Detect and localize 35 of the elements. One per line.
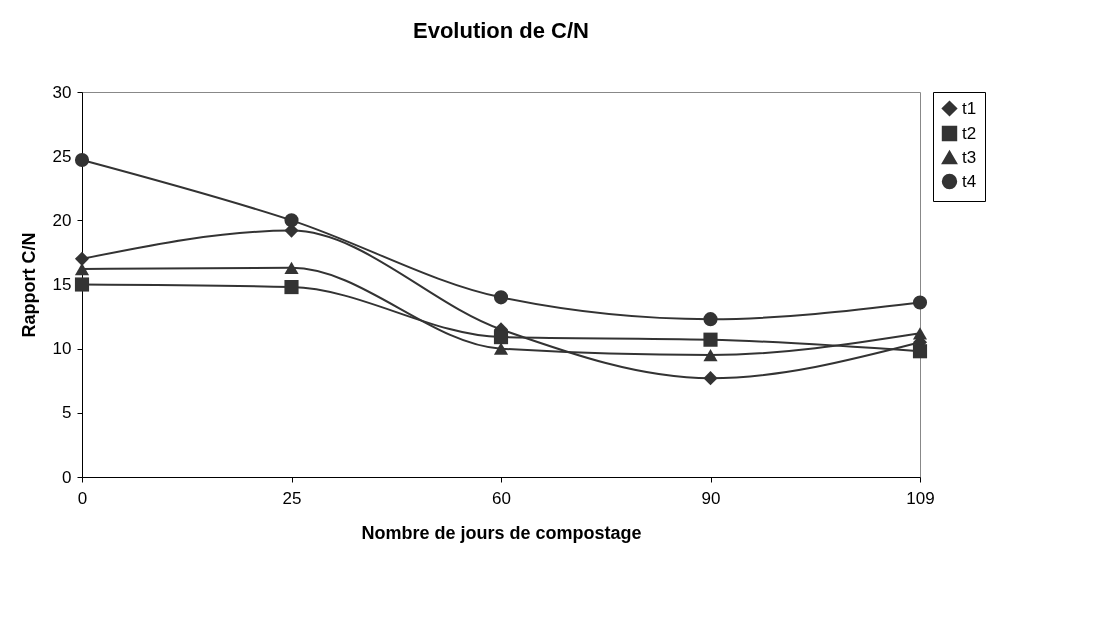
point: [912, 327, 928, 340]
point: [284, 213, 299, 228]
point: [284, 261, 299, 274]
point: [284, 280, 299, 295]
legend-label: t4: [962, 171, 977, 191]
point: [74, 251, 90, 266]
point: [493, 330, 509, 345]
point: [912, 295, 928, 310]
point: [493, 290, 509, 305]
x-tick-label: 90: [701, 488, 721, 508]
x-tick-label: 60: [492, 488, 511, 508]
point: [74, 152, 90, 168]
y-tick-label: 25: [52, 146, 72, 166]
x-tick-label: 109: [906, 488, 935, 508]
legend-label: t3: [962, 147, 977, 167]
point: [703, 348, 718, 362]
x-tick-label: 25: [282, 488, 302, 508]
point: [912, 344, 928, 359]
legend-label: t1: [962, 98, 977, 118]
y-axis-title: Rapport C/N: [18, 232, 39, 338]
legend-label: t2: [962, 123, 977, 143]
y-tick-label: 20: [52, 210, 72, 230]
chart-title: Evolution de C/N: [413, 18, 589, 43]
point: [703, 371, 718, 386]
point: [703, 332, 718, 347]
point: [493, 342, 509, 355]
x-tick-label: 0: [77, 488, 88, 508]
y-tick-label: 15: [52, 275, 72, 294]
y-tick-label: 10: [52, 339, 72, 359]
x-axis-title: Nombre de jours de compostage: [361, 522, 642, 543]
y-tick-label: 30: [52, 82, 72, 102]
y-tick-label: 5: [62, 403, 72, 423]
y-tick-label: 0: [62, 467, 72, 487]
point: [703, 312, 718, 327]
point: [74, 277, 90, 292]
